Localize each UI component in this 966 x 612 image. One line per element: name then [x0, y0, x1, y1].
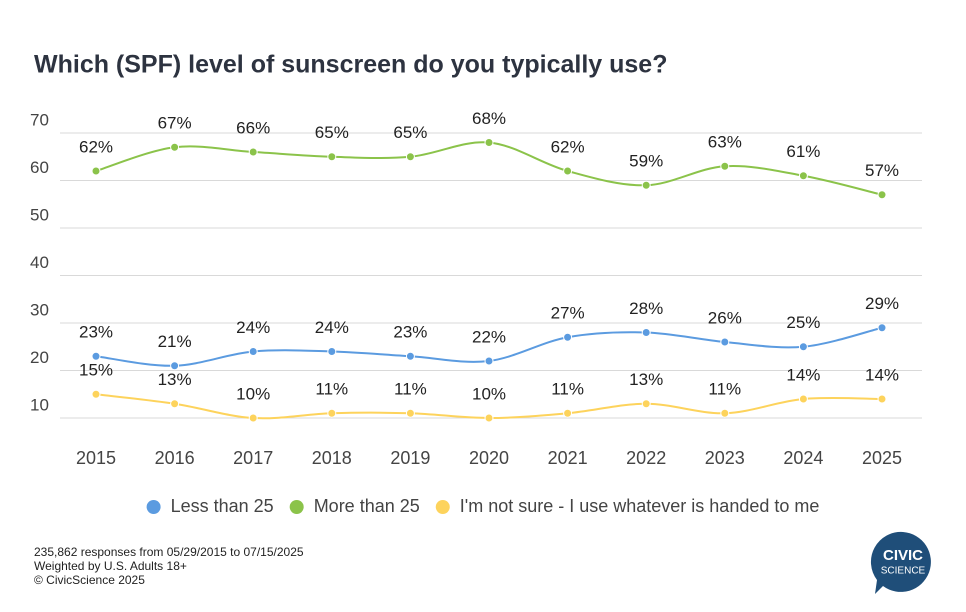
logo-text: SCIENCE	[881, 566, 926, 577]
x-tick-label: 2019	[390, 448, 430, 468]
data-label: 67%	[158, 114, 192, 133]
data-point	[327, 152, 337, 162]
data-point	[484, 138, 494, 147]
data-label: 62%	[551, 137, 585, 156]
chart-title: Which (SPF) level of sunscreen do you ty…	[34, 51, 667, 79]
data-point	[720, 161, 730, 171]
data-label: 10%	[472, 384, 506, 403]
data-point	[327, 408, 337, 418]
data-label: 57%	[865, 161, 899, 180]
data-label: 24%	[315, 318, 349, 337]
x-tick-label: 2017	[233, 448, 273, 468]
data-label: 59%	[629, 152, 663, 171]
x-tick-label: 2020	[469, 448, 509, 468]
data-point	[563, 408, 573, 418]
x-tick-label: 2016	[155, 448, 195, 468]
data-point	[720, 408, 730, 418]
y-tick-label: 40	[30, 253, 49, 272]
data-point	[484, 413, 494, 423]
series-line	[95, 141, 883, 196]
y-tick-label: 50	[30, 205, 49, 224]
data-label: 27%	[551, 304, 585, 323]
data-label: 13%	[158, 370, 192, 389]
x-tick-label: 2025	[862, 448, 902, 468]
data-point	[405, 351, 415, 361]
footnote: © CivicScience 2025	[34, 573, 145, 587]
x-tick-label: 2021	[548, 448, 588, 468]
legend-label: Less than 25	[171, 496, 274, 516]
x-tick-label: 2018	[312, 448, 352, 468]
data-point	[720, 337, 730, 347]
data-label: 23%	[79, 323, 113, 342]
legend-marker	[146, 500, 161, 514]
y-tick-label: 20	[30, 348, 49, 367]
data-label: 24%	[236, 318, 270, 337]
data-label: 15%	[79, 361, 113, 380]
data-point	[641, 399, 651, 409]
data-point	[248, 413, 258, 423]
data-point	[91, 351, 101, 361]
y-tick-label: 70	[30, 110, 49, 129]
data-point	[91, 166, 101, 176]
logo-text: CIVIC	[883, 547, 923, 564]
data-point	[877, 323, 887, 333]
footnote: Weighted by U.S. Adults 18+	[34, 559, 187, 573]
data-point	[91, 389, 101, 399]
data-label: 11%	[551, 380, 584, 399]
data-label: 14%	[865, 365, 899, 384]
data-label: 61%	[786, 142, 820, 161]
data-label: 23%	[393, 323, 427, 342]
data-point	[563, 332, 573, 342]
data-label: 62%	[79, 137, 113, 156]
data-point	[170, 399, 180, 409]
data-label: 26%	[708, 308, 742, 327]
x-tick-label: 2015	[76, 448, 116, 468]
logo-badge	[870, 531, 931, 594]
legend-marker	[289, 500, 304, 514]
data-point	[563, 166, 573, 176]
legend-marker	[435, 500, 450, 514]
data-point	[248, 347, 258, 356]
y-tick-label: 60	[30, 158, 49, 177]
data-label: 10%	[236, 384, 270, 403]
data-label: 14%	[786, 365, 820, 384]
data-label: 25%	[786, 313, 820, 332]
data-point	[798, 171, 808, 181]
data-point	[877, 190, 887, 200]
data-point	[641, 180, 651, 190]
data-label: 29%	[865, 294, 899, 313]
data-label: 28%	[629, 299, 663, 318]
y-tick-label: 10	[30, 395, 49, 414]
legend-label: More than 25	[314, 496, 420, 516]
data-label: 21%	[158, 332, 192, 351]
footnote: 235,862 responses from 05/29/2015 to 07/…	[34, 545, 304, 559]
x-tick-label: 2024	[783, 448, 823, 468]
x-tick-label: 2022	[626, 448, 666, 468]
data-point	[405, 152, 415, 162]
data-label: 65%	[315, 123, 349, 142]
data-point	[170, 361, 180, 371]
legend-label: I'm not sure - I use whatever is handed …	[460, 496, 820, 516]
data-point	[484, 356, 494, 366]
data-label: 11%	[394, 380, 427, 399]
data-point	[170, 142, 180, 152]
data-label: 11%	[708, 380, 741, 399]
data-label: 66%	[236, 118, 270, 137]
data-label: 13%	[629, 370, 663, 389]
data-label: 11%	[315, 380, 348, 399]
x-tick-label: 2023	[705, 448, 745, 468]
data-label: 68%	[472, 109, 506, 128]
data-point	[798, 342, 808, 352]
data-point	[248, 147, 258, 157]
data-point	[327, 347, 337, 356]
data-point	[798, 394, 808, 404]
data-point	[405, 408, 415, 418]
data-point	[877, 394, 887, 404]
data-point	[641, 328, 651, 337]
data-label: 65%	[393, 123, 427, 142]
y-tick-label: 30	[30, 300, 49, 319]
data-label: 22%	[472, 327, 506, 346]
data-label: 63%	[708, 133, 742, 152]
